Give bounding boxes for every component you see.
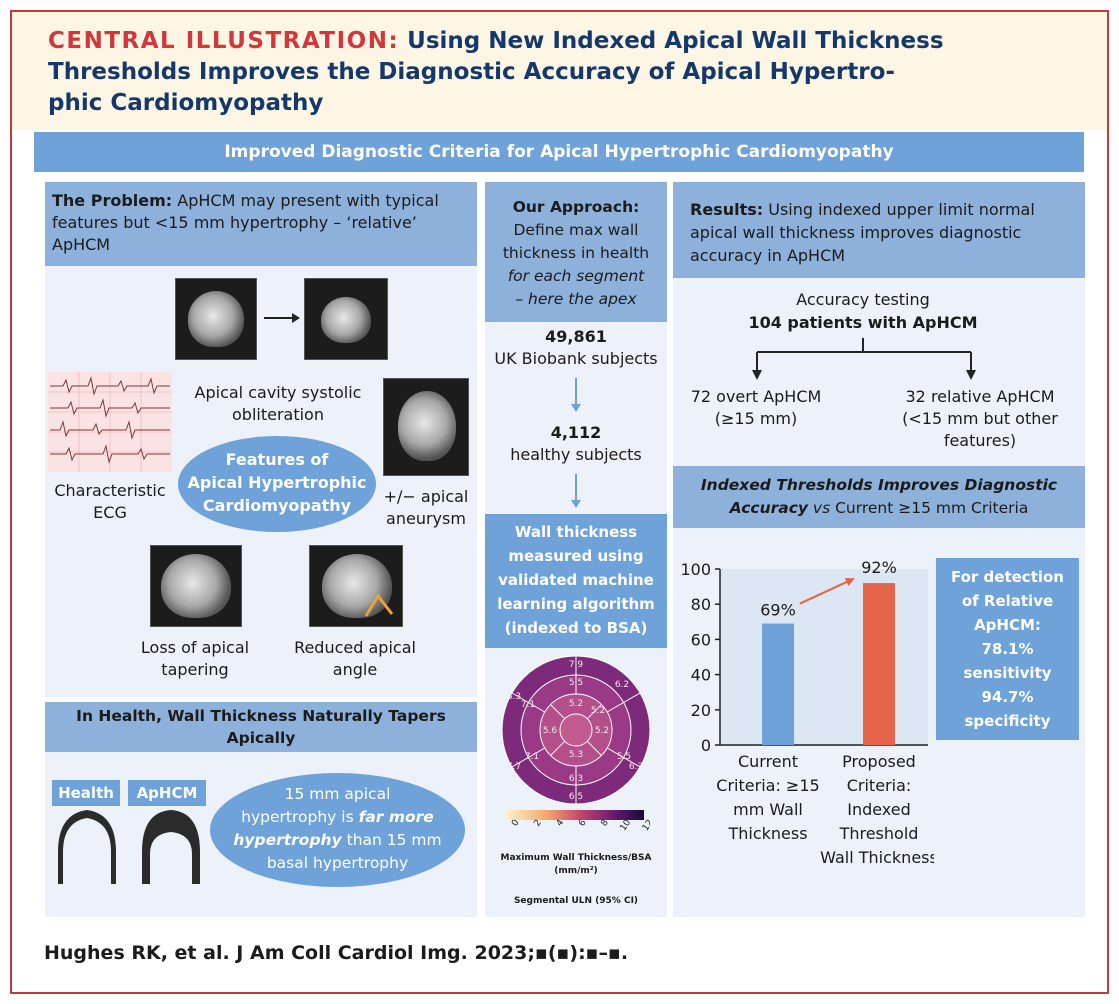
category-label: Current	[738, 752, 798, 771]
bullseye-value: 6.3	[629, 762, 643, 772]
approach-text: Our Approach: Define max wall thickness …	[502, 198, 650, 308]
indexed-header	[673, 466, 1085, 528]
arrow-head-icon	[844, 578, 855, 586]
header: CENTRAL ILLUSTRATION: Using New Indexed …	[12, 12, 1107, 130]
mri-tapering-image	[150, 545, 242, 627]
category-label: Wall Thickness	[820, 848, 934, 867]
results-panel	[673, 182, 1085, 917]
category-label: Indexed	[847, 800, 911, 819]
y-tick-label: 20	[691, 701, 711, 720]
aphcm-heart-shape	[142, 810, 200, 884]
scale-tick-label: 4	[555, 818, 567, 829]
bar-value-label: 69%	[760, 601, 796, 620]
mri-aneurysm-image	[383, 378, 469, 476]
tapering-label: Loss of apical tapering	[140, 638, 250, 679]
bullseye-apex	[559, 713, 593, 747]
biobank-count: 49,861 UK Biobank subjects	[494, 327, 658, 368]
bullseye-value: 6.5	[569, 792, 583, 802]
scale-label: Maximum Wall Thickness/BSA (mm/m²)	[500, 853, 652, 876]
arrow-right-icon	[264, 313, 300, 323]
problem-text: The Problem: ApHCM may present with typi…	[52, 191, 439, 254]
category-label: Proposed	[842, 752, 916, 771]
bullseye-value: 5.2	[595, 726, 609, 736]
healthy-count: 4,112 healthy subjects	[510, 423, 642, 464]
approach-header	[485, 182, 667, 322]
segmental-uln-label: Segmental ULN (95% CI)	[513, 896, 639, 906]
bullseye-value: 5.5	[569, 678, 583, 688]
bullseye-value: 8.3	[507, 692, 521, 702]
scale-tick-label: 2	[532, 818, 543, 828]
bullseye-value: 5.5	[617, 752, 631, 762]
scale-tick-label: 12	[641, 818, 650, 833]
bullseye-value: 7.1	[521, 700, 535, 710]
y-tick-label: 100	[680, 560, 711, 579]
category-label: Criteria: ≥15	[716, 776, 819, 795]
accuracy-testing: Accuracy testing 104 patients with ApHCM	[748, 290, 978, 332]
mri-systole-image	[304, 278, 388, 360]
bullseye-value: 5.2	[569, 699, 583, 709]
problem-header	[45, 182, 477, 266]
apical-cavity-label: Apical cavity systolic obliteration	[194, 383, 362, 424]
bullseye-value: 5.6	[543, 726, 558, 736]
accuracy-bar-chart: 0 20 40 60 80 100 69% 92% Current Criteria: ≥15 mm…	[680, 558, 934, 867]
indexed-title: Indexed Thresholds Improves Diagnostic A…	[700, 476, 1058, 517]
category-label: Threshold	[839, 824, 919, 843]
bullseye-plot: 7.95.5 6.25.25.28.37.15.6 5.25.57.1 5.36.37…	[501, 655, 651, 805]
mri-angle-image	[309, 545, 403, 627]
y-tick-label: 0	[701, 736, 711, 755]
healthy-heart-shape	[58, 810, 116, 884]
color-scale: 0 2 4 6 8 10 12	[506, 810, 650, 833]
category-label: Thickness	[727, 824, 807, 843]
bar-value-label: 92%	[861, 558, 897, 577]
y-tick-label: 40	[691, 666, 711, 685]
results-text: Results: Using indexed upper limit norma…	[690, 200, 1035, 265]
plot-area	[720, 569, 928, 745]
bullseye-value: 5.3	[569, 750, 583, 760]
scale-tick-label: 0	[510, 818, 522, 829]
citation: Hughes RK, et al. J Am Coll Cardiol Img.…	[44, 942, 629, 964]
hypertrophy-note-ellipse: 15 mm apical hypertrophy is far more hyp…	[210, 773, 465, 887]
ecg-label: Characteristic ECG	[54, 481, 166, 522]
bullseye-value: 7.1	[525, 752, 539, 762]
overt-aphcm: 72 overt ApHCM (≥15 mm)	[690, 387, 822, 428]
category-label: Criteria:	[847, 776, 912, 795]
aneurysm-label: +/− apical aneurysm	[383, 487, 469, 528]
central-illustration-label: CENTRAL ILLUSTRATION:	[48, 28, 400, 54]
bullseye-value: 6.3	[569, 774, 583, 784]
y-tick-label: 80	[691, 595, 711, 614]
scale-tick-label: 8	[599, 818, 611, 829]
features-ellipse: Features of Apical Hypertrophic Cardiomy…	[178, 436, 376, 532]
mri-diastole-image	[175, 278, 257, 360]
category-label: mm Wall	[733, 800, 803, 819]
bullseye-value: 7.7	[507, 762, 521, 772]
title-line-3: phic Cardiomyopathy	[48, 90, 324, 116]
health-tag: Health	[52, 780, 120, 806]
arrow-down-icon	[571, 474, 581, 508]
wall-thickness-box: Wall thickness measured using validated …	[485, 514, 667, 648]
bullseye-value: 7.9	[569, 660, 584, 670]
bullseye-value: 5.2	[591, 706, 605, 716]
title-line-2: Thresholds Improves the Diagnostic Accur…	[48, 59, 895, 85]
scale-tick-label: 6	[577, 818, 589, 829]
results-header	[673, 182, 1085, 278]
bullseye-value: 6.2	[615, 680, 629, 690]
detection-box: For detection of Relative ApHCM: 78.1% s…	[936, 558, 1079, 740]
arrow-down-icon	[571, 378, 581, 412]
aphcm-tag: ApHCM	[128, 780, 206, 806]
angle-label: Reduced apical angle	[294, 638, 416, 679]
split-arrows	[752, 338, 976, 380]
improvement-arrow	[799, 578, 854, 605]
scale-tick-label: 10	[619, 818, 634, 833]
ecg-image	[48, 372, 172, 472]
bar-1	[762, 623, 794, 745]
health-header	[45, 702, 477, 752]
y-tick-label: 60	[691, 630, 711, 649]
title-line-1: CENTRAL ILLUSTRATION: Using New Indexed …	[48, 28, 944, 54]
bar-2	[863, 583, 895, 745]
main-banner: Improved Diagnostic Criteria for Apical …	[34, 132, 1084, 172]
health-title: In Health, Wall Thickness Naturally Tape…	[76, 707, 446, 747]
relative-aphcm: 32 relative ApHCM (<15 mm but other feat…	[902, 387, 1058, 450]
